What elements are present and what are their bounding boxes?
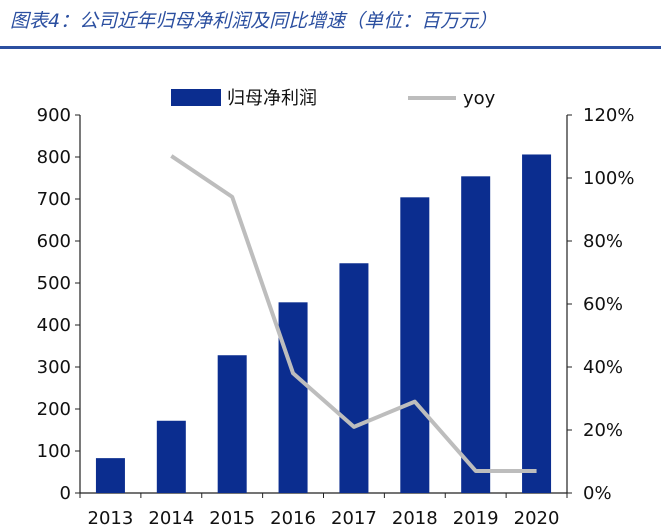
bar-2019 [461,176,491,493]
bar-2013 [95,458,125,493]
right-tick-label: 80% [583,231,623,252]
bar-2018 [400,197,430,493]
right-tick-label: 60% [583,294,623,315]
right-tick-label: 0% [583,483,612,504]
left-tick-label: 0 [60,483,71,504]
x-tick-label: 2019 [453,508,499,529]
figure-title: 图表4：公司近年归母净利润及同比增速（单位：百万元） [10,10,498,32]
bar-2014 [156,420,186,493]
bar-2015 [217,355,247,493]
left-tick-label: 500 [37,273,71,294]
bar-2020 [522,154,552,494]
right-axis-ticks: 0% 20% 40% 60% 80% 100% 120% [567,105,634,504]
left-tick-label: 400 [37,315,71,336]
x-tick-label: 2014 [148,508,194,529]
x-tick-label: 2018 [392,508,438,529]
left-tick-label: 800 [37,147,71,168]
bar-2017 [339,263,369,493]
chart-axes [79,115,568,494]
x-tick-label: 2015 [209,508,255,529]
right-tick-label: 120% [583,105,634,126]
left-tick-label: 600 [37,231,71,252]
x-tick-label: 2013 [88,508,134,529]
legend-swatch-bar [171,89,221,106]
left-tick-label: 200 [37,399,71,420]
bar-series [95,154,552,494]
legend-label-bar: 归母净利润 [227,88,317,109]
left-axis-ticks: 0 100 200 300 400 500 600 700 800 900 [37,105,80,504]
legend: 归母净利润 yoy [171,88,496,109]
legend-label-line: yoy [463,88,496,109]
left-tick-label: 700 [37,189,71,210]
line-series [170,154,537,473]
right-tick-label: 20% [583,420,623,441]
title-rule [0,46,661,49]
left-tick-label: 300 [37,357,71,378]
right-tick-label: 100% [583,168,634,189]
x-tick-label: 2020 [514,508,560,529]
bar-2016 [278,302,308,493]
x-axis-ticks: 2013 2014 2015 2016 2017 2018 2019 2020 [79,493,568,529]
x-tick-label: 2017 [331,508,377,529]
yoy-line [170,154,537,473]
x-tick-label: 2016 [270,508,316,529]
right-tick-label: 40% [583,357,623,378]
left-tick-label: 900 [37,105,71,126]
left-tick-label: 100 [37,441,71,462]
